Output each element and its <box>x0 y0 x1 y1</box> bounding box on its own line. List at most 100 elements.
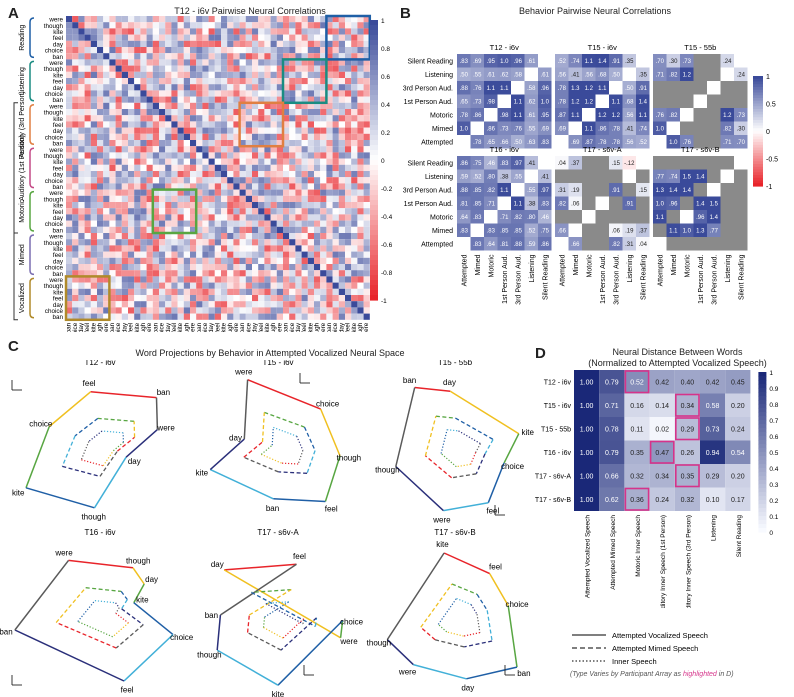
corr-cell <box>252 84 259 91</box>
corr-cell <box>258 47 265 54</box>
corr-cell <box>202 78 209 85</box>
colorbar-d-segment <box>758 420 767 425</box>
corr-cell <box>177 282 184 289</box>
corr-cell <box>140 245 147 252</box>
corr-cell <box>295 53 302 60</box>
corr-cell <box>326 90 333 97</box>
corr-cell <box>357 307 364 314</box>
corr-cell <box>97 16 104 23</box>
corr-cell <box>140 90 147 97</box>
corr-cell <box>314 22 321 29</box>
inner-edge <box>440 453 457 468</box>
corr-cell <box>165 313 172 320</box>
corr-cell <box>121 251 128 258</box>
corr-cell <box>103 245 110 252</box>
corr-cell <box>115 313 122 320</box>
corr-cell <box>264 189 271 196</box>
corr-cell <box>320 59 327 66</box>
corr-cell <box>165 78 172 85</box>
corr-cell <box>152 28 159 35</box>
behavior-cell <box>680 169 694 183</box>
behavior-cell <box>484 210 498 224</box>
corr-cell <box>351 40 358 47</box>
corr-cell <box>221 183 228 190</box>
corr-cell <box>338 288 345 295</box>
corr-cell <box>97 146 104 153</box>
corr-cell <box>183 65 190 72</box>
behavior-cell <box>707 156 721 170</box>
word-label: were <box>156 423 175 432</box>
corr-cell <box>239 47 246 54</box>
corr-cell <box>72 220 79 227</box>
corr-cell <box>351 121 358 128</box>
colorbar-b-segment <box>753 103 763 107</box>
corr-cell <box>301 84 308 91</box>
corr-cell <box>314 65 321 72</box>
corr-cell <box>159 208 166 215</box>
behavior-cell <box>457 54 471 68</box>
corr-cell <box>283 257 290 264</box>
corr-cell <box>90 47 97 54</box>
corr-cell <box>252 133 259 140</box>
inner-edge <box>260 444 273 455</box>
corr-cell <box>208 220 215 227</box>
corr-cell <box>84 257 91 264</box>
corr-cell <box>345 220 352 227</box>
corr-cell <box>183 214 190 221</box>
colorbar-d-tick: 0.4 <box>769 466 778 473</box>
vocalized-edge <box>320 408 341 457</box>
behavior-cell <box>680 108 694 122</box>
corr-cell <box>338 34 345 41</box>
word-label: though <box>337 454 361 463</box>
corr-cell <box>221 307 228 314</box>
corr-cell <box>84 40 91 47</box>
corr-cell <box>103 171 110 178</box>
corr-cell <box>314 270 321 277</box>
behavior-cell-value: 1.4 <box>669 188 678 194</box>
corr-cell <box>183 270 190 277</box>
corr-cell <box>283 133 290 140</box>
corr-cell <box>245 59 252 66</box>
corr-row-label: kite <box>53 159 63 166</box>
corr-cell <box>233 40 240 47</box>
behavior-cell <box>497 169 511 183</box>
behavior-cell <box>582 169 596 183</box>
corr-cell <box>183 164 190 171</box>
behavior-cell <box>595 121 609 135</box>
corr-cell <box>90 96 97 103</box>
colorbar-a-segment <box>370 190 378 196</box>
corr-cell <box>121 313 128 320</box>
corr-cell <box>245 257 252 264</box>
behavior-cell <box>653 67 667 81</box>
colorbar-d-segment <box>758 388 767 393</box>
corr-cell <box>338 245 345 252</box>
corr-cell <box>190 220 197 227</box>
behavior-cell <box>595 156 609 170</box>
corr-cell <box>283 251 290 258</box>
corr-cell <box>109 257 116 264</box>
mimed-edge <box>314 617 318 627</box>
corr-cell <box>171 245 178 252</box>
corr-cell <box>128 264 135 271</box>
colorbar-d-segment <box>758 484 767 489</box>
behavior-cell-value: .76 <box>683 140 692 146</box>
behavior-cell <box>680 196 694 210</box>
corr-cell <box>72 313 79 320</box>
behavior-cell <box>484 54 498 68</box>
corr-cell <box>165 220 172 227</box>
corr-cell <box>338 276 345 283</box>
behavior-cell <box>636 237 650 251</box>
corr-cell <box>233 220 240 227</box>
vocalized-edge <box>14 559 70 631</box>
corr-cell <box>301 257 308 264</box>
behavior-cell-value: .62 <box>500 73 509 79</box>
corr-cell <box>177 257 184 264</box>
corr-cell <box>140 22 147 29</box>
vocalized-edge <box>123 634 174 682</box>
distance-cell-value: 0.62 <box>605 497 619 504</box>
corr-cell <box>146 288 153 295</box>
corr-cell <box>165 146 172 153</box>
corr-cell <box>140 158 147 165</box>
corr-cell <box>115 47 122 54</box>
corr-col-label: though <box>357 322 364 332</box>
